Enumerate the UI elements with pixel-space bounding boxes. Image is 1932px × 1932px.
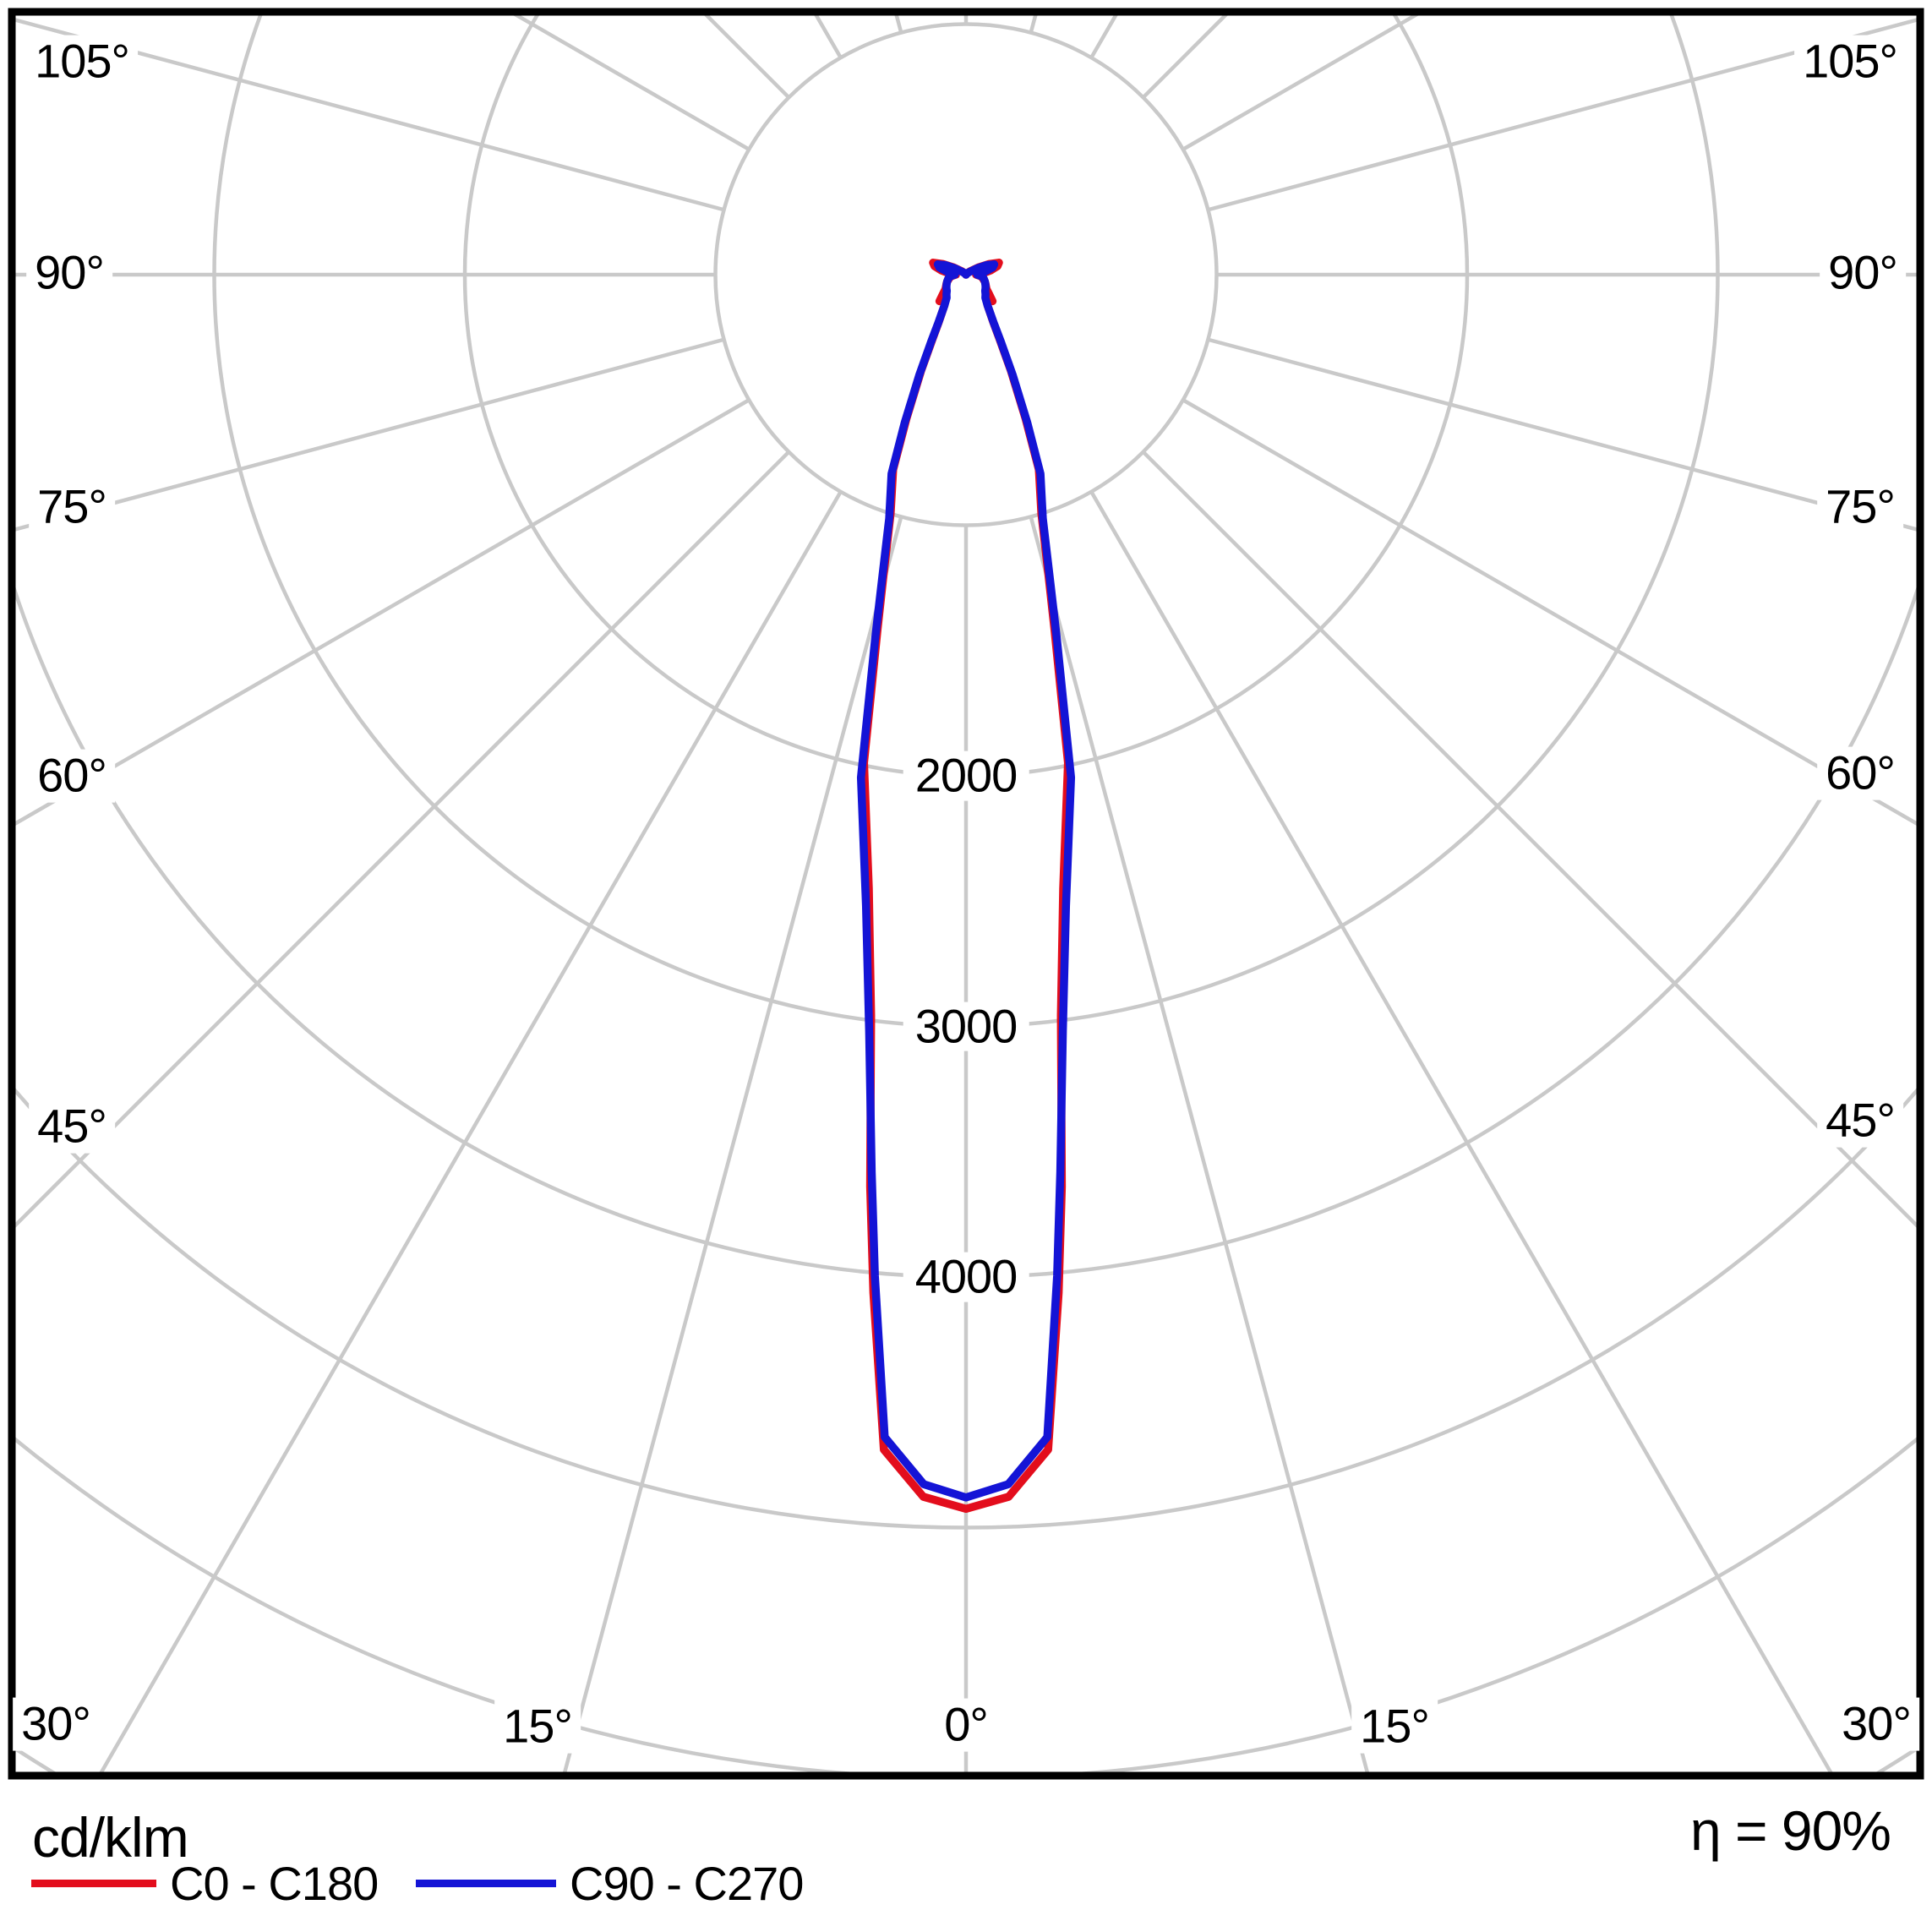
grid-spoke-345: [562, 516, 903, 1772]
grid-spoke-300: [15, 398, 750, 826]
radial-tick-label-3000: 3000: [903, 1001, 1029, 1051]
curve-C90-C270: [856, 260, 1076, 1502]
grid-spoke-330: [99, 490, 843, 1772]
angle-label-left-105°: 105°: [26, 35, 138, 89]
grid-spoke-75: [1207, 337, 1917, 532]
chart-frame: [8, 8, 1924, 1780]
angle-label-bottom-4-30°: 30°: [1833, 1697, 1919, 1751]
angle-label-right-105°: 105°: [1794, 35, 1906, 89]
unit-label: cd/klm: [32, 1806, 189, 1869]
legend-line-blue: [416, 1879, 556, 1887]
angle-label-left-75°: 75°: [29, 480, 115, 534]
angle-label-right-45°: 45°: [1817, 1094, 1903, 1148]
grid-spoke-15: [1029, 516, 1370, 1772]
angle-label-left-90°: 90°: [26, 246, 112, 300]
angle-label-left-45°: 45°: [29, 1100, 115, 1154]
grid-spoke-255: [15, 18, 725, 212]
radial-tick-label-2000: 2000: [903, 750, 1029, 801]
angle-label-right-90°: 90°: [1820, 246, 1906, 300]
angle-label-left-60°: 60°: [29, 749, 115, 803]
grid-spoke-30: [1089, 490, 1833, 1772]
legend-line-red: [31, 1879, 156, 1887]
angle-label-bottom-1-15°: 15°: [494, 1700, 581, 1754]
angle-label-bottom-0-30°: 30°: [13, 1697, 99, 1751]
legend-item-c90-c270: C90 - C270: [416, 1856, 804, 1910]
radial-tick-label-4000: 4000: [903, 1252, 1029, 1302]
grid-spoke-45: [1142, 450, 1917, 1228]
angle-label-right-60°: 60°: [1817, 746, 1903, 800]
legend-item-c0-c180: C0 - C180: [31, 1856, 379, 1910]
grid-spoke-315: [15, 450, 790, 1228]
grid-spoke-105: [1207, 18, 1917, 212]
grid-spoke-60: [1182, 398, 1917, 826]
angle-label-right-75°: 75°: [1817, 480, 1903, 534]
angle-label-bottom-2-0°: 0°: [936, 1698, 996, 1752]
efficiency-label: η = 90%: [1689, 1799, 1891, 1862]
legend-label-c90-c270: C90 - C270: [570, 1856, 804, 1910]
grid-spoke-285: [15, 337, 725, 532]
angle-label-bottom-3-15°: 15°: [1351, 1700, 1438, 1754]
legend-label-c0-c180: C0 - C180: [170, 1856, 379, 1910]
